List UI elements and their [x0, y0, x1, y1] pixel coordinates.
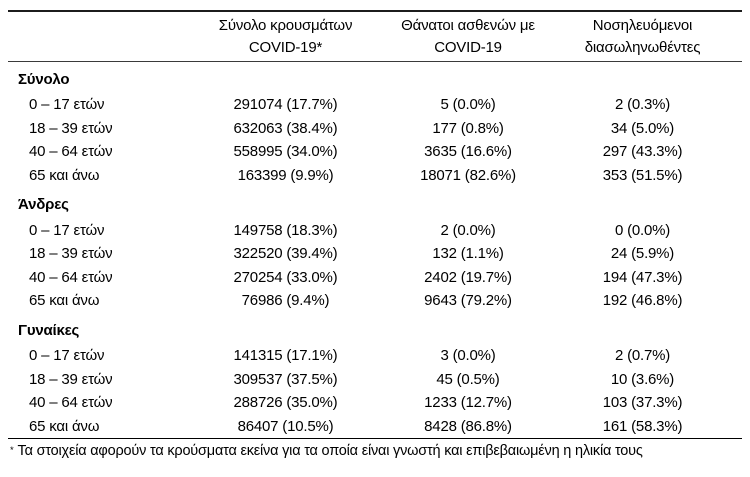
deaths-cell: 2 (0.0%)	[440, 221, 496, 239]
deaths-cell: 18071 (82.6%)	[420, 167, 516, 185]
intubated-cell: 2 (0.3%)	[614, 96, 671, 114]
col-header-intubated-line2: διασωληνωθέντες	[584, 38, 701, 56]
deaths-cell: 3635 (16.6%)	[424, 143, 512, 161]
intubated-cell: 10 (3.6%)	[610, 370, 675, 388]
cases-cell: 76986 (9.4%)	[241, 292, 330, 310]
intubated-cell: 34 (5.0%)	[610, 119, 675, 137]
table-row: 40 – 64 ετών 558995 (34.0%) 3635 (16.6%)…	[8, 140, 742, 164]
deaths-cell: 9643 (79.2%)	[424, 292, 512, 310]
age-row-label: 18 – 39 ετών	[29, 119, 113, 137]
intubated-cell: 2 (0.7%)	[614, 347, 671, 365]
covid-age-table-document: Σύνολο κρουσμάτων COVID-19* Θάνατοι ασθε…	[0, 10, 750, 477]
section-title-row: Σύνολο	[8, 62, 742, 94]
intubated-cell: 297 (43.3%)	[602, 143, 683, 161]
age-row-label: 65 και άνω	[29, 417, 100, 435]
age-row-label: 65 και άνω	[29, 167, 100, 185]
col-header-deaths: Θάνατοι ασθενών με COVID-19	[393, 11, 543, 62]
age-row-label: 40 – 64 ετών	[29, 268, 113, 286]
age-row-label: 65 και άνω	[29, 292, 100, 310]
age-row-label: 40 – 64 ετών	[29, 143, 113, 161]
age-row-label: 0 – 17 ετών	[29, 221, 105, 239]
intubated-cell: 24 (5.9%)	[610, 245, 675, 263]
col-header-intubated-line1: Νοσηλευόμενοι	[592, 16, 693, 34]
deaths-cell: 177 (0.8%)	[432, 119, 504, 137]
deaths-cell: 132 (1.1%)	[432, 245, 504, 263]
table-row: 0 – 17 ετών 291074 (17.7%) 5 (0.0%) 2 (0…	[8, 93, 742, 117]
cases-cell: 309537 (37.5%)	[233, 370, 338, 388]
table-row: 18 – 39 ετών 322520 (39.4%) 132 (1.1%) 2…	[8, 242, 742, 266]
cases-cell: 141315 (17.1%)	[233, 347, 338, 365]
cases-cell: 270254 (33.0%)	[233, 268, 338, 286]
col-header-cases-line1: Σύνολο κρουσμάτων	[218, 16, 353, 34]
table-row: 40 – 64 ετών 270254 (33.0%) 2402 (19.7%)…	[8, 266, 742, 290]
intubated-cell: 161 (58.3%)	[602, 417, 683, 435]
footnote-asterisk: *	[10, 445, 14, 457]
table-row: 0 – 17 ετών 149758 (18.3%) 2 (0.0%) 0 (0…	[8, 218, 742, 242]
section-title: Σύνολο	[18, 71, 70, 88]
cases-cell: 632063 (38.4%)	[233, 119, 338, 137]
cases-cell: 322520 (39.4%)	[233, 245, 338, 263]
intubated-cell: 194 (47.3%)	[602, 268, 683, 286]
table-row: 18 – 39 ετών 632063 (38.4%) 177 (0.8%) 3…	[8, 117, 742, 141]
age-row-label: 0 – 17 ετών	[29, 347, 105, 365]
col-header-deaths-line1: Θάνατοι ασθενών με	[401, 16, 535, 34]
intubated-cell: 0 (0.0%)	[614, 221, 671, 239]
section-title-row: Άνδρες	[8, 187, 742, 218]
col-header-cases-line2: COVID-19*	[248, 38, 323, 56]
cases-cell: 86407 (10.5%)	[237, 417, 334, 435]
cases-cell: 288726 (35.0%)	[233, 394, 338, 412]
table-footnote: * Τα στοιχεία αφορούν τα κρούσματα εκείνα…	[8, 438, 742, 461]
intubated-cell: 103 (37.3%)	[602, 394, 683, 412]
col-header-empty	[8, 11, 178, 62]
table-row: 0 – 17 ετών 141315 (17.1%) 3 (0.0%) 2 (0…	[8, 344, 742, 368]
col-header-cases: Σύνολο κρουσμάτων COVID-19*	[178, 11, 393, 62]
table-row: 18 – 39 ετών 309537 (37.5%) 45 (0.5%) 10…	[8, 367, 742, 391]
table-row: 65 και άνω 163399 (9.9%) 18071 (82.6%) 3…	[8, 164, 742, 188]
deaths-cell: 1233 (12.7%)	[424, 394, 512, 412]
age-row-label: 18 – 39 ετών	[29, 245, 113, 263]
age-row-label: 40 – 64 ετών	[29, 394, 113, 412]
age-row-label: 0 – 17 ετών	[29, 96, 105, 114]
table-row: 40 – 64 ετών 288726 (35.0%) 1233 (12.7%)…	[8, 391, 742, 415]
section-title: Γυναίκες	[18, 321, 80, 339]
col-header-intubated: Νοσηλευόμενοι διασωληνωθέντες	[543, 11, 742, 62]
intubated-cell: 353 (51.5%)	[602, 167, 683, 185]
section-title: Άνδρες	[18, 196, 69, 214]
table-header: Σύνολο κρουσμάτων COVID-19* Θάνατοι ασθε…	[8, 11, 742, 62]
cases-cell: 291074 (17.7%)	[233, 96, 338, 114]
cases-cell: 558995 (34.0%)	[233, 143, 338, 161]
deaths-cell: 8428 (86.8%)	[424, 417, 512, 435]
section-title-row: Γυναίκες	[8, 313, 742, 344]
age-row-label: 18 – 39 ετών	[29, 370, 113, 388]
deaths-cell: 2402 (19.7%)	[424, 268, 512, 286]
footnote-text: Τα στοιχεία αφορούν τα κρούσματα εκείνα …	[17, 443, 643, 460]
intubated-cell: 192 (46.8%)	[602, 292, 683, 310]
table-row: 65 και άνω 86407 (10.5%) 8428 (86.8%) 16…	[8, 415, 742, 439]
deaths-cell: 5 (0.0%)	[440, 96, 496, 114]
col-header-deaths-line2: COVID-19	[434, 38, 502, 56]
deaths-cell: 45 (0.5%)	[436, 370, 500, 388]
cases-cell: 163399 (9.9%)	[237, 167, 334, 185]
covid-age-table: Σύνολο κρουσμάτων COVID-19* Θάνατοι ασθε…	[8, 10, 742, 438]
table-row: 65 και άνω 76986 (9.4%) 9643 (79.2%) 192…	[8, 289, 742, 313]
cases-cell: 149758 (18.3%)	[233, 221, 338, 239]
deaths-cell: 3 (0.0%)	[440, 347, 496, 365]
